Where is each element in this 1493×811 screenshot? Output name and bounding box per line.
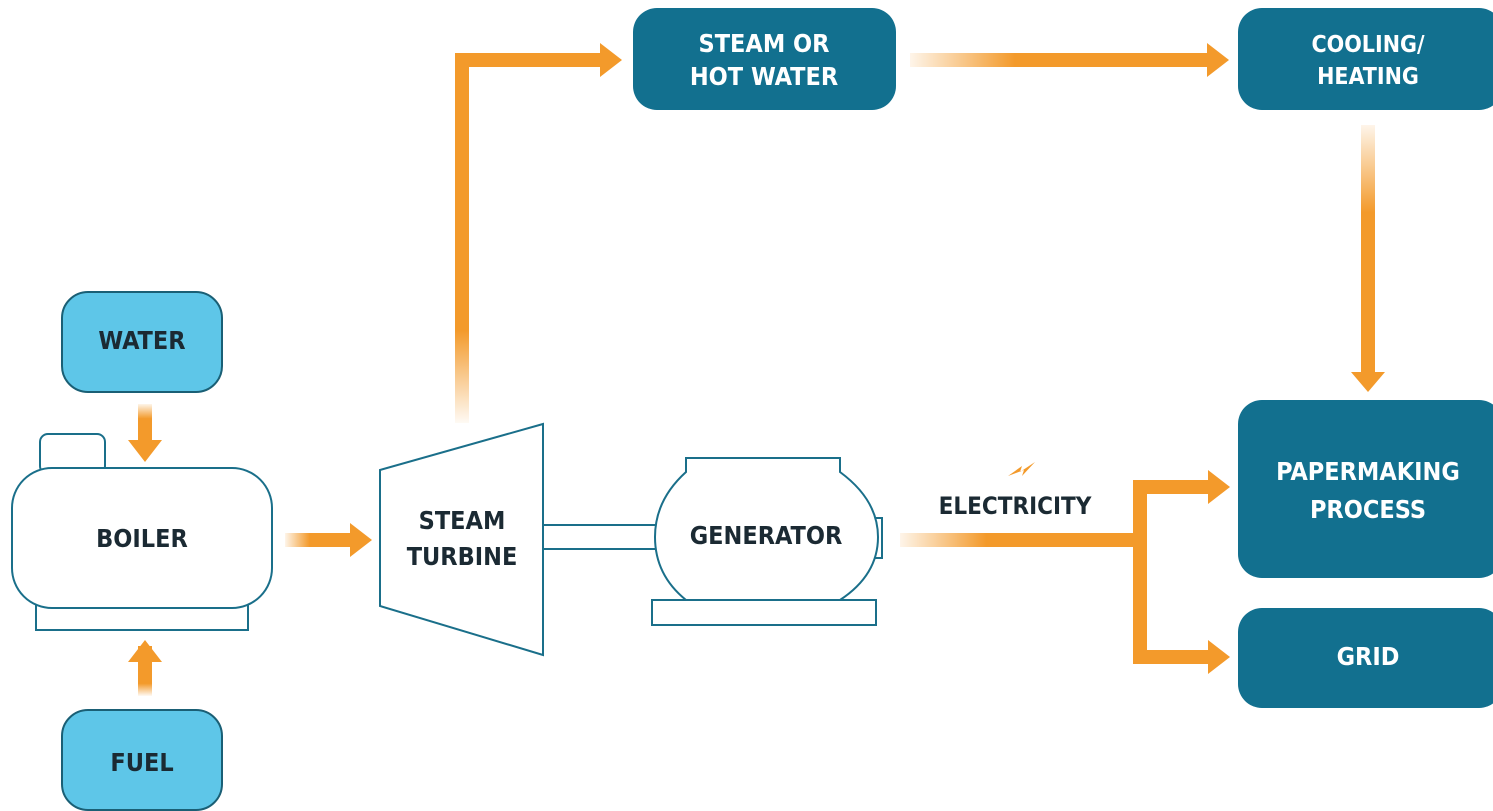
lightning-icon [1008,462,1035,476]
water-box [61,291,223,393]
arrow-head [1351,372,1385,392]
grid-label: GRID [1337,642,1400,671]
papermaking-label: PAPERMAKING PROCESS [1276,457,1460,524]
boiler [11,433,273,631]
arrow-head [350,523,372,557]
arrow-head [1207,43,1229,77]
arrow-shaft [1133,480,1211,494]
turbine [379,422,544,657]
generator-body [653,457,880,601]
fuel-label: FUEL [110,748,173,777]
water-label: WATER [98,326,185,355]
arrow-shaft [1133,480,1147,664]
steam-box [633,8,896,110]
generator-base [651,599,877,626]
arrow-shaft [138,404,152,446]
arrow-shaft [285,533,355,547]
cooling-label: COOLING/HEATING [1311,32,1425,90]
arrow-shaft [1361,125,1375,375]
arrow-shaft [455,53,603,67]
papermaking-box [1238,400,1493,578]
electricity-label: ELECTRICITY [939,492,1092,520]
fuel-box [61,709,223,811]
arrow-head [1208,640,1230,674]
arrow-head [1208,470,1230,504]
arrow-head [600,43,622,77]
boiler-body [11,467,273,609]
arrow-shaft [1133,650,1211,664]
arrow-shaft [900,533,1147,547]
steam-label: STEAM OR HOT WATER [690,29,838,91]
grid-box [1238,608,1493,708]
arrow-head [128,440,162,462]
turbine-label: STEAM TURBINE [407,506,518,571]
boiler-label: BOILER [96,524,188,553]
arrows [128,43,1385,696]
arrow-shaft [910,53,1210,67]
arrow-shaft [455,53,469,423]
generator [651,457,883,626]
arrow-head [128,640,162,662]
cooling-box [1238,8,1493,110]
generator-label: GENERATOR [690,521,843,550]
